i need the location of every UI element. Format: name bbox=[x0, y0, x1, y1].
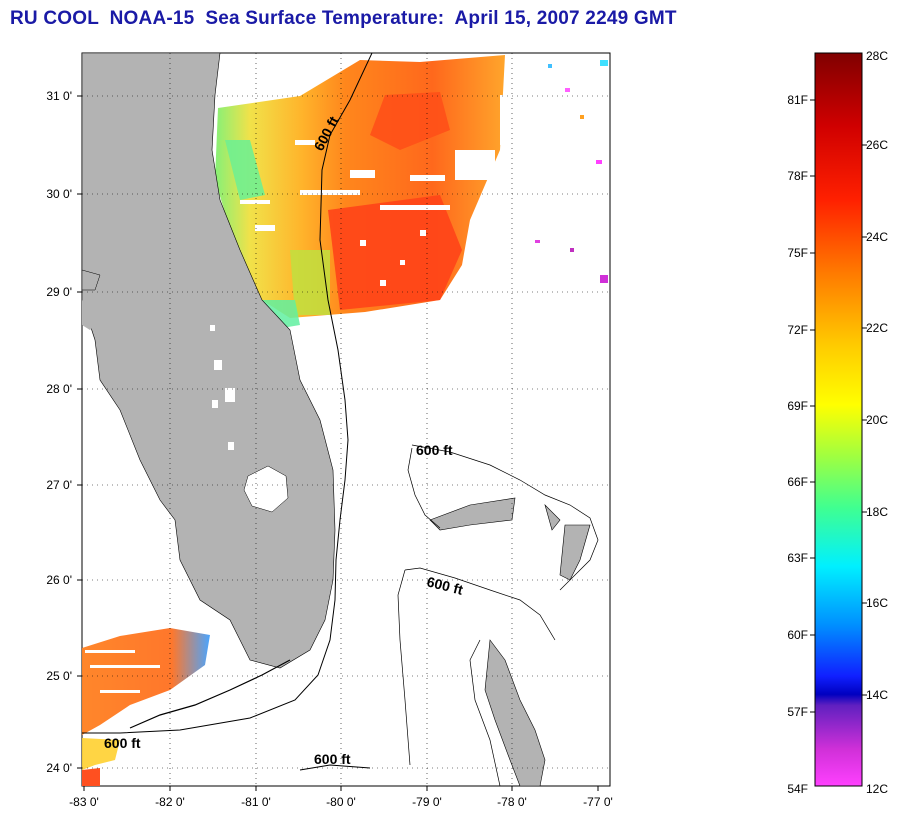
lat-label: 26 0' bbox=[46, 573, 72, 587]
sst-swath-southwest bbox=[82, 628, 210, 786]
longitude-labels: -83 0' -82 0' -81 0' -80 0' -79 0' -78 0… bbox=[69, 795, 613, 809]
sst-scatter-east bbox=[535, 60, 608, 283]
colorbar-fahrenheit-labels: 81F 78F 75F 72F 69F 66F 63F 60F 57F 54F bbox=[787, 93, 808, 796]
graticule bbox=[82, 53, 610, 786]
map-title: RU COOL NOAA-15 Sea Surface Temperature:… bbox=[10, 8, 677, 29]
c-label: 14C bbox=[866, 688, 888, 702]
lat-label: 30 0' bbox=[46, 187, 72, 201]
colorbar-ticks bbox=[810, 99, 867, 713]
bahamas-bank-outline bbox=[397, 444, 599, 786]
lake-okeechobee bbox=[243, 465, 289, 513]
lat-label: 28 0' bbox=[46, 382, 72, 396]
sst-swath-northeast bbox=[215, 55, 505, 330]
c-label: 20C bbox=[866, 413, 888, 427]
f-label: 66F bbox=[787, 475, 808, 489]
f-label: 72F bbox=[787, 323, 808, 337]
axis-ticks bbox=[77, 95, 599, 791]
f-label: 63F bbox=[787, 551, 808, 565]
c-label: 22C bbox=[866, 321, 888, 335]
colorbar bbox=[814, 52, 863, 787]
c-label: 24C bbox=[866, 230, 888, 244]
lon-label: -81 0' bbox=[241, 795, 271, 809]
f-label: 81F bbox=[787, 93, 808, 107]
lon-label: -80 0' bbox=[326, 795, 356, 809]
contour-label: 600 ft bbox=[104, 735, 141, 751]
f-label: 54F bbox=[787, 782, 808, 796]
florida-landmass bbox=[82, 53, 336, 669]
colorbar-celsius-labels: 28C 26C 24C 22C 20C 18C 16C 14C 12C bbox=[866, 49, 888, 796]
isobath-600ft bbox=[82, 53, 373, 734]
f-label: 78F bbox=[787, 169, 808, 183]
f-label: 57F bbox=[787, 705, 808, 719]
f-label: 69F bbox=[787, 399, 808, 413]
contour-label: 600 ft bbox=[416, 442, 453, 458]
lat-label: 25 0' bbox=[46, 669, 72, 683]
lon-label: -77 0' bbox=[583, 795, 613, 809]
lat-label: 27 0' bbox=[46, 478, 72, 492]
f-label: 75F bbox=[787, 246, 808, 260]
lat-label: 29 0' bbox=[46, 285, 72, 299]
c-label: 12C bbox=[866, 782, 888, 796]
lon-label: -79 0' bbox=[412, 795, 442, 809]
lon-label: -82 0' bbox=[155, 795, 185, 809]
lon-label: -78 0' bbox=[497, 795, 527, 809]
cloud-gaps bbox=[240, 95, 520, 290]
f-label: 60F bbox=[787, 628, 808, 642]
florida-keys bbox=[129, 659, 291, 729]
lat-label: 31 0' bbox=[46, 89, 72, 103]
c-label: 28C bbox=[866, 49, 888, 63]
c-label: 18C bbox=[866, 505, 888, 519]
lon-label: -83 0' bbox=[69, 795, 99, 809]
c-label: 16C bbox=[866, 596, 888, 610]
bahamas-islands bbox=[429, 497, 591, 786]
latitude-labels: 31 0' 30 0' 29 0' 28 0' 27 0' 26 0' 25 0… bbox=[46, 89, 72, 775]
lat-label: 24 0' bbox=[46, 761, 72, 775]
contour-label: 600 ft bbox=[314, 751, 351, 767]
c-label: 26C bbox=[866, 138, 888, 152]
inland-lakes bbox=[210, 325, 235, 450]
